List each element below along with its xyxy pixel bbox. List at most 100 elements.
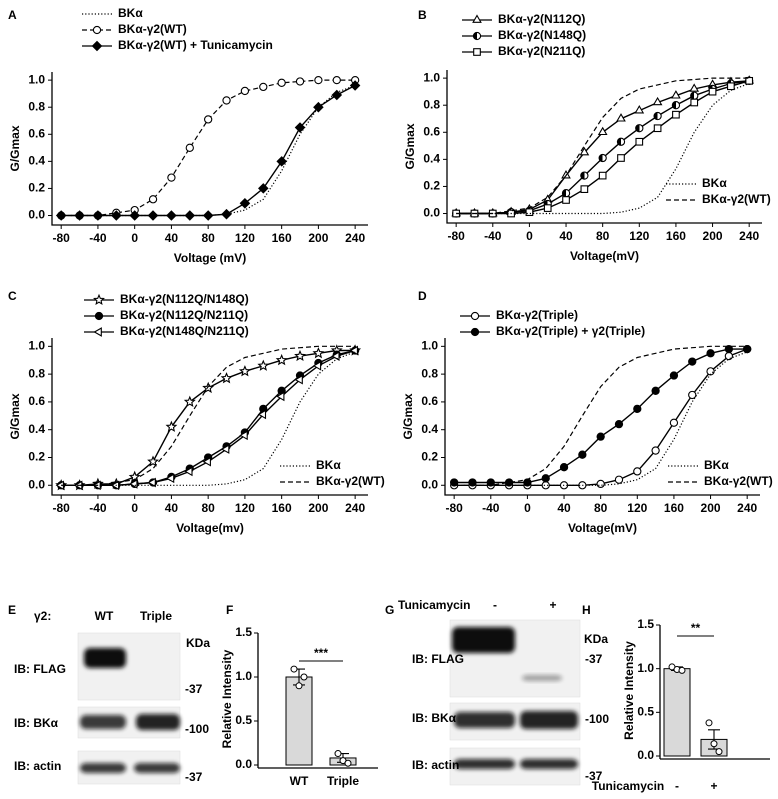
- legend-label: BKα-γ2(WT): [702, 192, 771, 206]
- marker: [596, 432, 605, 441]
- marker: [541, 474, 550, 483]
- marker: [688, 390, 697, 400]
- axis-line: [51, 338, 368, 496]
- legend-marker: [92, 25, 102, 35]
- legend-label: BKα-γ2(N112Q): [498, 12, 585, 26]
- marker: [257, 359, 270, 371]
- series-line: [456, 77, 750, 215]
- blot-band: [134, 763, 180, 773]
- x-tick-label: 240: [345, 501, 365, 515]
- data-point: [678, 666, 686, 674]
- blot-band: [80, 763, 126, 773]
- marker: [183, 395, 196, 407]
- marker: [635, 137, 644, 146]
- data-point: [290, 665, 298, 673]
- x-axis-label: Voltage (mV): [174, 251, 246, 265]
- marker: [651, 386, 660, 395]
- marker: [221, 208, 232, 220]
- marker: [111, 210, 122, 221]
- marker: [706, 349, 715, 358]
- x-tick-label: 120: [235, 231, 255, 245]
- series-line: [456, 82, 750, 215]
- x-tick-label: 0: [526, 229, 533, 243]
- y-tick-label: 0.8: [28, 99, 45, 113]
- marker: [672, 110, 680, 119]
- marker: [222, 96, 231, 105]
- marker: [616, 137, 626, 146]
- blot-band: [454, 759, 515, 769]
- x-tick-label: 200: [701, 501, 721, 515]
- marker: [633, 404, 642, 414]
- marker: [257, 409, 267, 420]
- marker: [486, 478, 495, 487]
- bar: [663, 668, 691, 757]
- marker: [220, 444, 230, 454]
- legend-label: BKα-γ2(N211Q): [498, 44, 585, 58]
- lane-label: +: [549, 598, 556, 612]
- y-tick-label: 0.0: [423, 206, 440, 220]
- y-tick-label: 0.8: [423, 97, 440, 111]
- y-axis-label: G/Gmax: [401, 393, 415, 439]
- marker: [238, 365, 251, 377]
- marker: [690, 91, 699, 100]
- marker: [561, 189, 571, 198]
- x-tick-label: -80: [445, 501, 463, 515]
- marker: [596, 479, 605, 489]
- blot-band: [520, 711, 578, 729]
- marker: [204, 115, 213, 124]
- y-axis-label: G/Gmax: [8, 393, 22, 439]
- axis-line: [446, 70, 762, 224]
- marker: [276, 156, 287, 167]
- marker: [598, 153, 607, 163]
- marker: [669, 418, 679, 427]
- marker: [724, 351, 734, 361]
- y-tick-label: 0.0: [637, 748, 654, 762]
- marker: [653, 124, 662, 133]
- marker: [74, 210, 85, 221]
- blot-band: [522, 675, 562, 681]
- legend-marker: [93, 327, 102, 337]
- y-tick-label: 1.0: [423, 70, 440, 84]
- blot-band: [136, 714, 180, 730]
- significance-label: **: [691, 621, 701, 635]
- marker: [166, 210, 177, 221]
- marker: [543, 204, 552, 212]
- marker: [147, 455, 159, 467]
- marker: [312, 360, 322, 371]
- x-tick-label: 0: [524, 501, 531, 515]
- data-point: [300, 673, 308, 681]
- marker: [688, 357, 697, 366]
- x-tick-label: WT: [290, 774, 309, 788]
- panel-label: G: [385, 603, 394, 617]
- y-tick-label: 0.6: [423, 124, 440, 138]
- size-marker: -100: [585, 712, 609, 726]
- marker: [450, 478, 459, 487]
- unit-label: KDa: [584, 632, 608, 646]
- legend-marker: [91, 40, 103, 52]
- marker: [275, 353, 288, 366]
- axis-line: [257, 633, 378, 769]
- marker: [129, 210, 140, 221]
- series-line: [61, 345, 356, 486]
- row-label: IB: FLAG: [14, 662, 66, 676]
- marker: [277, 78, 286, 87]
- x-tick-label: -: [675, 779, 679, 793]
- legend-label: BKα: [118, 6, 143, 20]
- y-axis-label: G/Gmax: [403, 123, 417, 169]
- x-tick-label: 240: [737, 501, 757, 515]
- marker: [708, 87, 717, 96]
- marker: [312, 347, 325, 359]
- marker: [652, 96, 663, 106]
- x-tick-label: -80: [53, 231, 71, 245]
- x-tick-label: 0: [131, 231, 138, 245]
- panel-label: A: [8, 8, 17, 22]
- y-tick-label: 0.4: [28, 422, 45, 436]
- x-tick-label: -80: [53, 501, 71, 515]
- marker: [110, 480, 120, 491]
- marker: [617, 154, 625, 162]
- x-axis-label: Voltage(mV): [570, 249, 639, 263]
- marker: [690, 98, 699, 107]
- marker: [635, 124, 644, 133]
- marker: [745, 76, 754, 85]
- legend-marker: [470, 327, 480, 337]
